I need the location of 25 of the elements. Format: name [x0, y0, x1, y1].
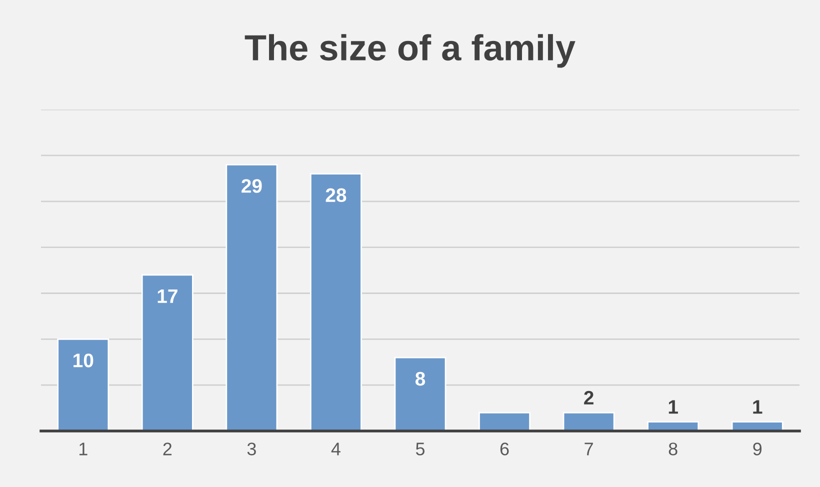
- x-tick-label: 1: [79, 442, 88, 456]
- data-label: 8: [415, 372, 426, 386]
- bar: [478, 412, 531, 431]
- data-label: 2: [584, 390, 594, 404]
- x-tick-label: 9: [753, 442, 762, 456]
- data-label: 28: [326, 188, 346, 202]
- x-tick-label: 4: [331, 442, 340, 456]
- bar: [310, 173, 362, 431]
- data-label: 29: [242, 179, 262, 193]
- bar: [226, 164, 278, 431]
- bar: [562, 412, 615, 431]
- chart-title: The size of a family: [244, 34, 576, 68]
- bar: [57, 338, 110, 431]
- bar: [394, 356, 446, 431]
- x-tick-label: 8: [668, 442, 678, 456]
- data-label: 1: [753, 400, 762, 414]
- data-label: 10: [74, 354, 94, 368]
- x-tick-label: 3: [247, 442, 256, 456]
- x-tick-label: 2: [163, 442, 172, 456]
- x-tick-label: 7: [584, 442, 593, 456]
- x-tick-label: 5: [416, 442, 425, 456]
- data-label: 1: [668, 400, 678, 414]
- data-label: 17: [158, 289, 178, 303]
- x-tick-label: 6: [500, 442, 509, 456]
- bar: [141, 274, 194, 431]
